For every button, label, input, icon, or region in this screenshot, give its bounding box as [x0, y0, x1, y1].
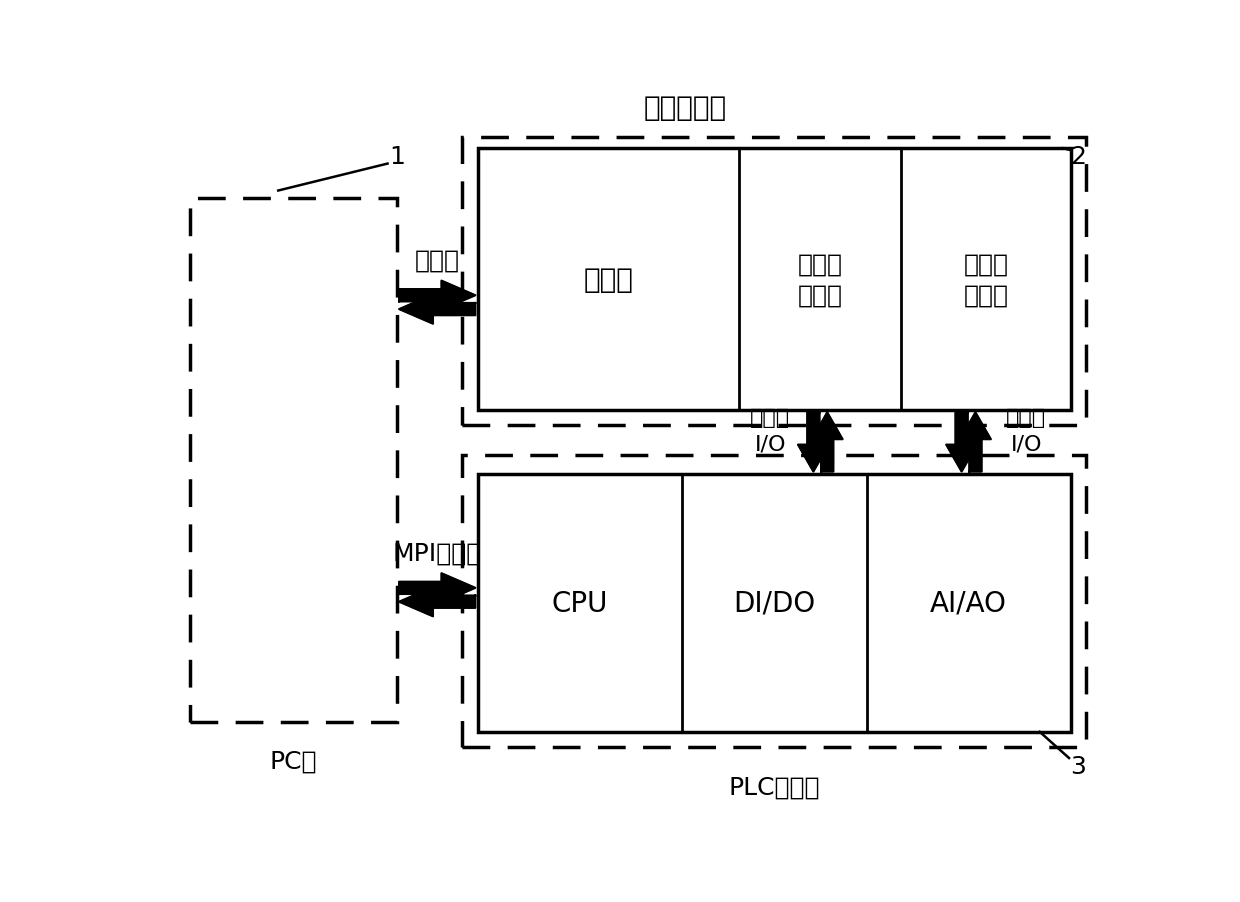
Bar: [191, 199, 397, 722]
Text: DI/DO: DI/DO: [733, 589, 815, 617]
Text: 2: 2: [1070, 144, 1086, 169]
Text: CPU: CPU: [552, 589, 608, 617]
Polygon shape: [399, 587, 475, 617]
Polygon shape: [960, 413, 991, 472]
Bar: [477, 474, 1070, 732]
Polygon shape: [946, 413, 977, 472]
Text: MPI适配器: MPI适配器: [393, 541, 482, 565]
Text: 信号调理板: 信号调理板: [644, 94, 727, 123]
Text: 数字量
接口板: 数字量 接口板: [797, 252, 843, 308]
Text: 1: 1: [389, 144, 404, 169]
Text: 模拟量
接口板: 模拟量 接口板: [963, 252, 1008, 308]
Text: PC机: PC机: [270, 749, 317, 773]
Text: 模拟量
I/O: 模拟量 I/O: [1006, 408, 1047, 454]
Polygon shape: [399, 295, 475, 325]
Polygon shape: [799, 413, 828, 472]
Bar: [463, 456, 1086, 748]
Polygon shape: [812, 413, 843, 472]
Text: AI/AO: AI/AO: [930, 589, 1007, 617]
Text: PLC控制器: PLC控制器: [728, 774, 820, 798]
Text: 3: 3: [1070, 754, 1086, 778]
Polygon shape: [399, 281, 475, 310]
Polygon shape: [399, 574, 475, 603]
Text: 以太网: 以太网: [414, 249, 460, 272]
Text: 主机板: 主机板: [584, 266, 634, 294]
Bar: [477, 149, 1070, 410]
Bar: [463, 137, 1086, 426]
Text: 数字量
I/O: 数字量 I/O: [750, 408, 790, 454]
